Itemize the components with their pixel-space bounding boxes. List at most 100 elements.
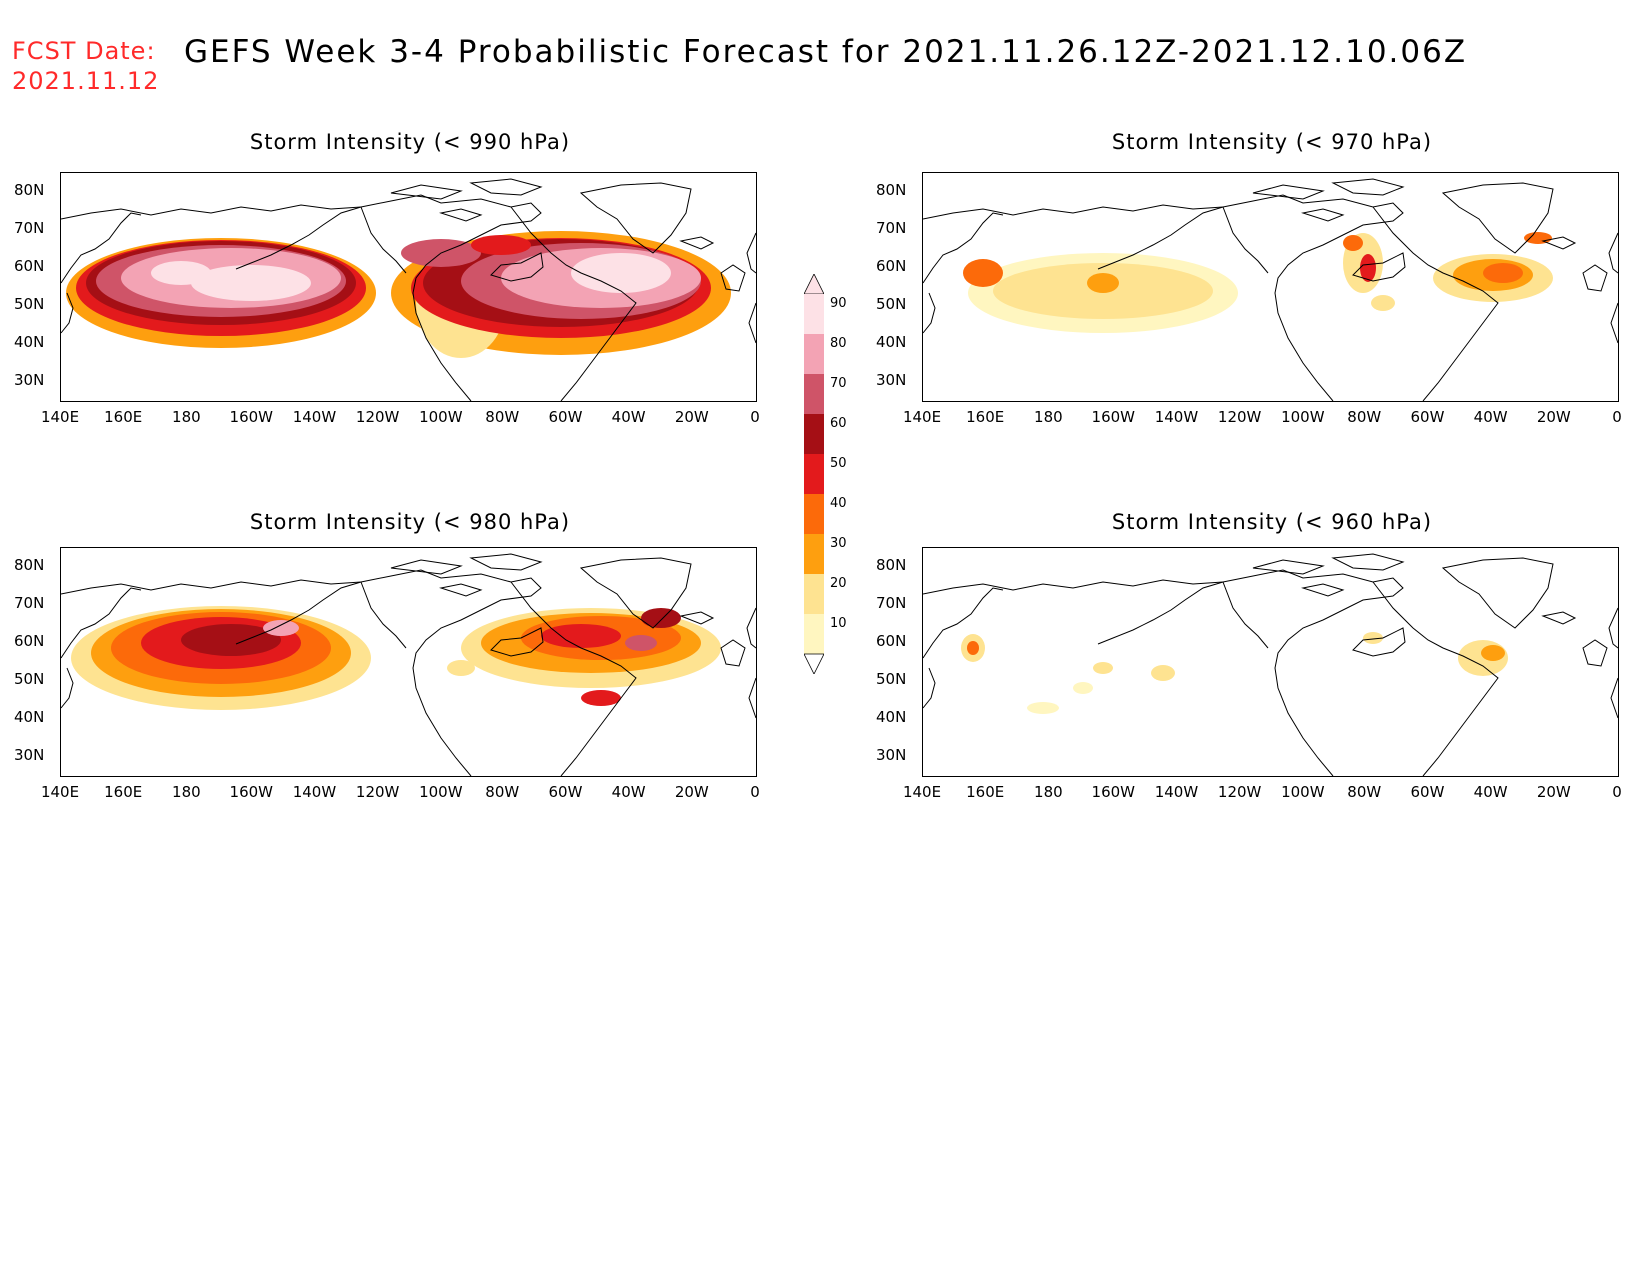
coastline <box>235 206 362 270</box>
lon-tick-label: 160E <box>104 783 143 801</box>
coastline <box>1582 639 1608 667</box>
lon-tick-label: 180 <box>1034 408 1063 426</box>
lat-tick-label: 80N <box>14 181 45 199</box>
coastline <box>61 204 362 220</box>
colorbar-label: 50 <box>830 456 847 471</box>
lon-tick-label: 20W <box>674 783 709 801</box>
probability-area-50 <box>1360 254 1376 282</box>
lat-tick-label: 50N <box>876 295 907 313</box>
coastline <box>360 194 542 401</box>
lat-tick-label: 40N <box>876 333 907 351</box>
lon-tick-label: 140W <box>292 408 337 426</box>
lon-tick-label: 160W <box>229 783 273 801</box>
lon-tick-label: 160E <box>104 408 143 426</box>
lon-tick-label: 20W <box>674 408 709 426</box>
coastline <box>1222 206 1269 274</box>
probability-area-80 <box>263 620 299 636</box>
lon-tick-label: 0 <box>750 408 760 426</box>
panel-title-970: Storm Intensity (< 970 hPa) <box>1111 130 1433 154</box>
probability-area-50 <box>581 690 621 706</box>
coastline <box>923 204 1224 220</box>
probability-area-40 <box>1483 263 1523 283</box>
lat-tick-label: 70N <box>876 594 907 612</box>
lat-tick-label: 40N <box>14 708 45 726</box>
coastline <box>923 292 936 334</box>
lon-tick-label: 140W <box>1154 408 1199 426</box>
lat-tick-label: 50N <box>14 295 45 313</box>
probability-area-70 <box>625 635 657 651</box>
coastline <box>61 292 74 334</box>
colorbar-swatch-10 <box>804 614 824 654</box>
colorbar-label: 10 <box>830 616 847 631</box>
probability-area-60 <box>641 608 681 628</box>
coastline <box>579 182 692 254</box>
colorbar-bottom-arrow <box>804 653 824 674</box>
colorbar-swatch-60 <box>804 414 824 454</box>
coastline <box>1441 557 1554 629</box>
lat-tick-label: 80N <box>876 556 907 574</box>
probability-area-10 <box>1027 702 1059 714</box>
lon-tick-label: 140W <box>292 783 337 801</box>
probability-area-20 <box>1151 665 1175 681</box>
lon-tick-label: 40W <box>611 408 646 426</box>
coastline <box>61 579 362 595</box>
probability-area-20 <box>1363 632 1383 644</box>
lon-tick-label: 100W <box>1281 408 1325 426</box>
lat-tick-label: 30N <box>14 746 45 764</box>
lon-tick-label: 40W <box>1473 783 1508 801</box>
lon-tick-label: 120W <box>355 408 400 426</box>
coastline <box>679 236 715 250</box>
lon-tick-label: 80W <box>485 408 520 426</box>
probability-area-40 <box>967 641 979 655</box>
lon-tick-label: 80W <box>485 783 520 801</box>
coastline <box>390 184 463 200</box>
fcst-date-value: 2021.11.12 <box>12 67 160 95</box>
probability-area-40 <box>1343 235 1363 251</box>
page-title: GEFS Week 3-4 Probabilistic Forecast for… <box>184 34 1468 70</box>
lat-tick-label: 60N <box>14 257 45 275</box>
coastline <box>746 607 756 649</box>
lon-tick-label: 140E <box>902 408 942 426</box>
coastline <box>360 581 407 649</box>
lon-tick-label: 140E <box>902 783 942 801</box>
coastline <box>923 667 936 709</box>
lon-tick-label: 100W <box>419 783 463 801</box>
probability-area-10 <box>1073 682 1093 694</box>
coastline <box>1372 581 1499 776</box>
colorbar-label: 30 <box>830 536 847 551</box>
lon-tick-label: 40W <box>611 783 646 801</box>
coastline <box>360 569 542 776</box>
coastline <box>923 579 1224 595</box>
lat-tick-label: 70N <box>876 219 907 237</box>
probability-area-20 <box>447 660 475 676</box>
lon-tick-label: 60W <box>1410 783 1445 801</box>
lon-tick-label: 60W <box>548 783 583 801</box>
map-970 <box>922 172 1619 402</box>
coastline <box>746 232 756 274</box>
coastline <box>1541 236 1577 250</box>
lon-tick-label: 60W <box>548 408 583 426</box>
probability-area-90 <box>191 265 311 301</box>
coastline <box>1610 302 1618 344</box>
coastline <box>61 587 142 659</box>
coastline <box>1097 206 1224 270</box>
lon-tick-label: 100W <box>419 408 463 426</box>
lat-tick-label: 80N <box>876 181 907 199</box>
coastline <box>1610 677 1618 719</box>
coastline <box>439 208 483 222</box>
coastline <box>579 557 692 629</box>
colorbar-swatch-50 <box>804 454 824 494</box>
lon-tick-label: 80W <box>1347 408 1382 426</box>
coastline <box>360 206 407 274</box>
probability-area-50 <box>541 624 621 648</box>
lon-tick-label: 0 <box>1612 783 1622 801</box>
colorbar-swatch-80 <box>804 334 824 374</box>
colorbar-label: 70 <box>830 376 847 391</box>
lon-tick-label: 180 <box>1034 783 1063 801</box>
coastline <box>469 553 543 571</box>
colorbar-swatch-40 <box>804 494 824 534</box>
colorbar-label: 60 <box>830 416 847 431</box>
probability-area-20 <box>1371 295 1395 311</box>
coastline <box>1222 581 1269 649</box>
probability-area-20 <box>1093 662 1113 674</box>
